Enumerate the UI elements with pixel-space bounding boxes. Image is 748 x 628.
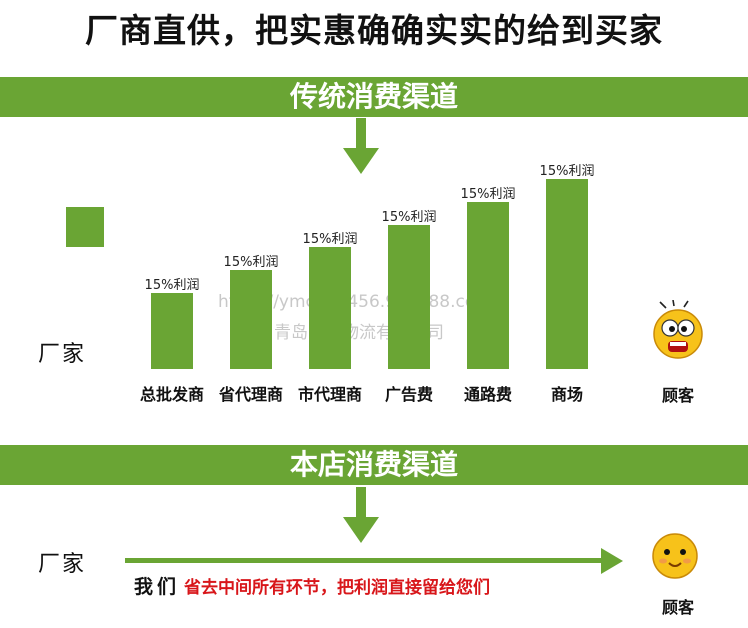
- category-label: 商场: [550, 385, 583, 404]
- bar-data-label: 15%利润: [223, 255, 279, 271]
- factory-label: 厂家: [38, 342, 87, 367]
- category-label: 广告费: [384, 385, 433, 404]
- bar-data-label: 15%利润: [460, 186, 516, 202]
- bar-data-label: 15%利润: [381, 209, 437, 225]
- factory-label: 厂家: [38, 552, 87, 577]
- down-arrow-icon: [343, 118, 379, 176]
- down-arrow-icon: [343, 487, 379, 545]
- chart-bar: [309, 247, 351, 369]
- chart-bar: [230, 270, 272, 369]
- slogan: 我们 省去中间所有环节，把利润直接留给您们: [134, 572, 490, 599]
- store-channel-banner: 本店消费渠道: [0, 445, 748, 485]
- customer-label: 顾客: [661, 386, 694, 405]
- bar-data-label: 15%利润: [302, 232, 358, 248]
- category-label: 省代理商: [218, 385, 283, 404]
- we-label: 我们: [134, 576, 181, 598]
- worried-face-icon: [653, 300, 703, 359]
- legend-swatch: [66, 207, 104, 247]
- bar-data-label: 15%利润: [539, 164, 595, 179]
- right-arrow-icon: [125, 548, 623, 574]
- chart-bar: [388, 224, 430, 369]
- category-label: 通路费: [463, 385, 512, 404]
- category-label: 市代理商: [297, 385, 362, 404]
- page-headline: 厂商直供，把实惠确确实实的给到买家: [85, 11, 663, 50]
- customer-label: 顾客: [661, 598, 694, 617]
- slogan-text: 省去中间所有环节，把利润直接留给您们: [184, 578, 491, 598]
- bar-data-label: 15%利润: [144, 278, 200, 293]
- chart-bar: [151, 293, 193, 369]
- chart-bar: [467, 201, 509, 369]
- traditional-channel-banner: 传统消费渠道: [0, 77, 748, 117]
- chart-bar: [546, 179, 588, 369]
- category-label: 总批发商: [139, 385, 204, 404]
- happy-face-icon: [652, 533, 698, 579]
